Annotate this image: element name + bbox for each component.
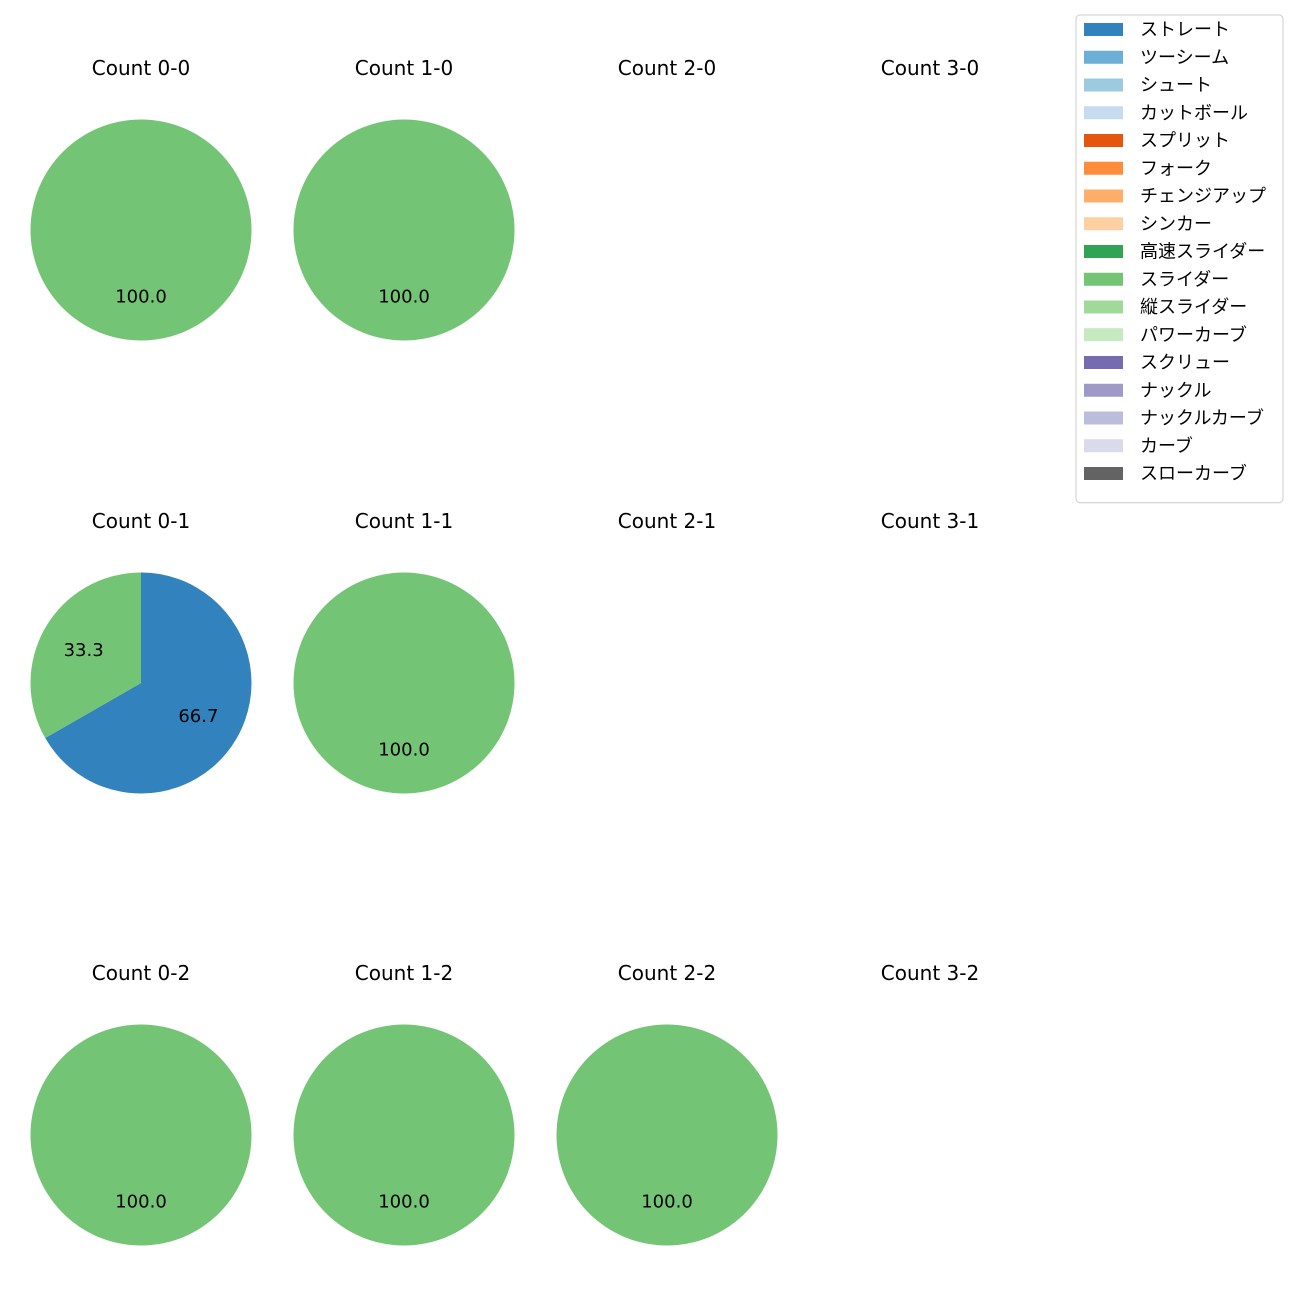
legend-label: スライダー xyxy=(1140,269,1229,290)
subplot: Count 1-0 100.0 xyxy=(293,56,515,341)
pie-slice xyxy=(30,572,141,739)
subplot-title: Count 3-1 xyxy=(881,509,979,533)
legend-frame xyxy=(1075,14,1284,504)
legend-item: スライダー xyxy=(1084,269,1229,290)
legend-label: 縦スライダー xyxy=(1140,297,1247,318)
legend-swatch xyxy=(1084,50,1123,64)
subplot-title: Count 2-1 xyxy=(618,509,716,533)
pie-slice xyxy=(556,1024,778,1246)
legend-label: スローカーブ xyxy=(1140,463,1247,485)
subplot: Count 0-2 100.0 xyxy=(30,961,252,1246)
legend-label: シンカー xyxy=(1140,214,1212,235)
legend-swatch xyxy=(1084,272,1123,286)
slice-percent-label: 100.0 xyxy=(378,286,430,307)
subplot-title: Count 1-1 xyxy=(355,509,453,533)
legend-item: シンカー xyxy=(1084,214,1212,235)
legend-swatch xyxy=(1084,106,1123,120)
subplot-title: Count 0-2 xyxy=(92,961,190,985)
legend-item: ツーシーム xyxy=(1084,47,1229,68)
legend-item: ナックル xyxy=(1084,380,1211,401)
pie-slice xyxy=(293,572,515,794)
legend-swatch xyxy=(1084,134,1123,147)
legend-item: ストレート xyxy=(1084,20,1230,41)
legend-item: フォーク xyxy=(1084,158,1212,179)
subplot-title: Count 3-0 xyxy=(881,56,979,80)
legend-item: シュート xyxy=(1084,75,1212,96)
subplot: Count 2-0 xyxy=(618,56,716,80)
slice-percent-label: 100.0 xyxy=(115,1191,167,1212)
legend-label: スクリュー xyxy=(1140,353,1230,374)
legend-label: パワーカーブ xyxy=(1140,324,1247,346)
legend-item: ナックルカーブ xyxy=(1084,407,1264,429)
subplot-title: Count 3-2 xyxy=(881,961,979,985)
subplot: Count 1-2 100.0 xyxy=(293,961,515,1246)
subplot: Count 2-1 xyxy=(618,509,716,533)
legend-swatch xyxy=(1084,161,1123,175)
subplot-title: Count 0-1 xyxy=(92,509,190,533)
legend-label: チェンジアップ xyxy=(1140,186,1266,207)
legend-swatch xyxy=(1084,23,1123,36)
legend-swatch xyxy=(1084,328,1123,342)
slice-percent-label: 33.3 xyxy=(64,640,104,661)
subplot: Count 3-0 xyxy=(881,56,979,80)
subplot-title: Count 2-0 xyxy=(618,56,716,80)
legend-item: チェンジアップ xyxy=(1084,186,1266,207)
slice-percent-label: 100.0 xyxy=(378,1191,430,1212)
legend-item: スクリュー xyxy=(1084,353,1230,374)
pie-slice xyxy=(293,119,515,341)
subplot: Count 2-2 100.0 xyxy=(556,961,778,1246)
legend-label: シュート xyxy=(1140,75,1212,96)
legend: ストレートツーシームシュートカットボールスプリットフォークチェンジアップシンカー… xyxy=(1075,14,1284,504)
legend-label: カットボール xyxy=(1140,103,1248,124)
subplot-title: Count 2-2 xyxy=(618,961,716,985)
legend-label: スプリット xyxy=(1140,131,1230,152)
legend-swatch xyxy=(1084,356,1123,369)
pie-slice xyxy=(30,1024,252,1246)
legend-swatch xyxy=(1084,189,1123,203)
legend-label: フォーク xyxy=(1140,158,1212,179)
subplot-title: Count 0-0 xyxy=(92,56,190,80)
pie-slice xyxy=(45,572,252,794)
legend-label: ツーシーム xyxy=(1140,47,1229,68)
legend-swatch xyxy=(1084,467,1123,480)
legend-swatch xyxy=(1084,383,1123,397)
legend-swatch xyxy=(1084,245,1123,258)
subplot: Count 0-1 66.7 33.3 xyxy=(30,509,252,794)
subplot-title: Count 1-0 xyxy=(355,56,453,80)
legend-swatch xyxy=(1084,411,1123,425)
pie-slice xyxy=(293,1024,515,1246)
legend-swatch xyxy=(1084,300,1123,314)
legend-label: 高速スライダー xyxy=(1140,242,1265,263)
legend-item: カーブ xyxy=(1084,435,1193,457)
legend-item: スローカーブ xyxy=(1084,463,1247,485)
pie-slice xyxy=(30,119,252,341)
legend-label: ストレート xyxy=(1140,20,1230,41)
legend-swatch xyxy=(1084,439,1123,453)
legend-item: 高速スライダー xyxy=(1084,242,1265,263)
slice-percent-label: 100.0 xyxy=(115,286,167,307)
subplot: Count 0-0 100.0 xyxy=(30,56,252,341)
legend-label: ナックルカーブ xyxy=(1140,407,1264,429)
slice-percent-label: 100.0 xyxy=(641,1191,693,1212)
subplot: Count 1-1 100.0 xyxy=(293,509,515,794)
legend-label: ナックル xyxy=(1140,380,1211,401)
legend-label: カーブ xyxy=(1140,435,1193,457)
legend-item: 縦スライダー xyxy=(1084,297,1247,318)
legend-item: パワーカーブ xyxy=(1084,324,1247,346)
subplot-title: Count 1-2 xyxy=(355,961,453,985)
legend-swatch xyxy=(1084,78,1123,92)
slice-percent-label: 100.0 xyxy=(378,739,430,760)
subplot: Count 3-2 xyxy=(881,961,979,985)
legend-swatch xyxy=(1084,217,1123,231)
subplot-grid: Count 0-0 100.0 Count 1-0 100.0 Count 2-0 Cou… xyxy=(30,56,979,1246)
slice-percent-label: 66.7 xyxy=(178,706,218,727)
legend-item: カットボール xyxy=(1084,103,1248,124)
legend-item: スプリット xyxy=(1084,131,1230,152)
subplot: Count 3-1 xyxy=(881,509,979,533)
